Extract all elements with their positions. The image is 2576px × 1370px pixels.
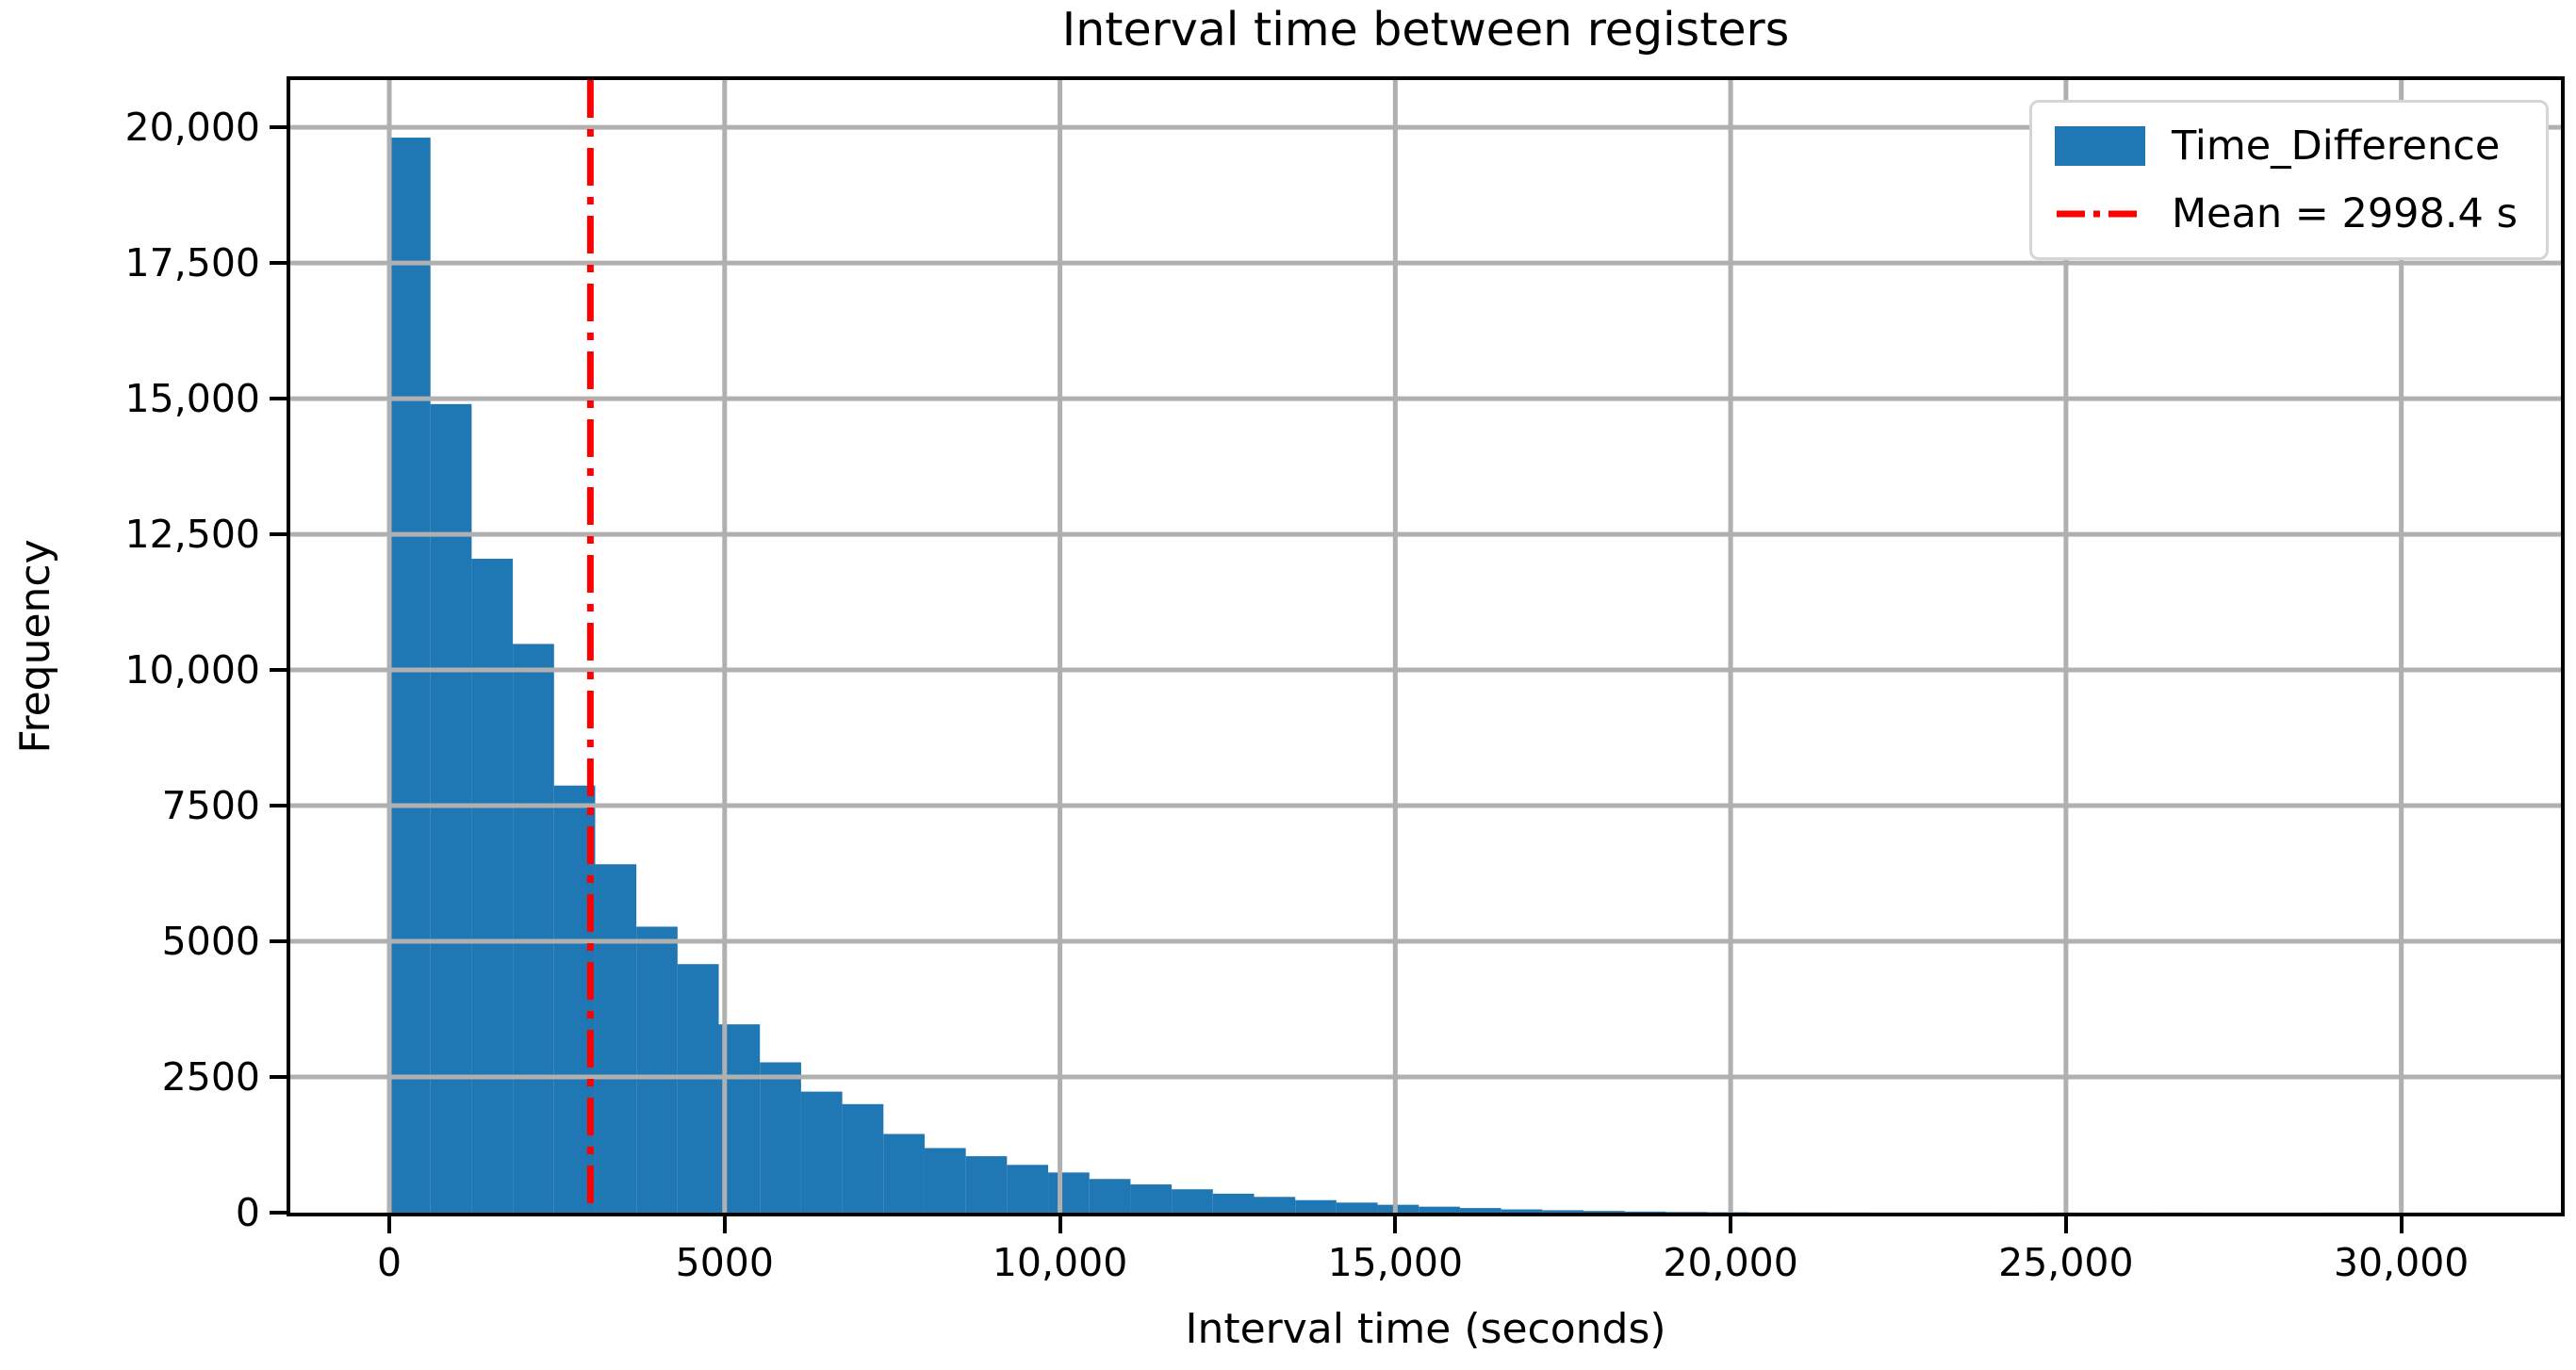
y-tick-label: 5000: [161, 919, 260, 965]
y-tick-mark: [270, 804, 287, 808]
histogram-bar: [965, 1156, 1008, 1213]
y-tick-label: 20,000: [124, 105, 260, 151]
y-tick-label: 2500: [161, 1054, 260, 1100]
x-tick-label: 10,000: [992, 1240, 1128, 1285]
x-tick-mark: [387, 1216, 392, 1233]
x-tick-mark: [1058, 1216, 1062, 1233]
histogram-bar: [924, 1148, 966, 1213]
x-tick-mark: [1729, 1216, 1733, 1233]
x-axis-label: Interval time (seconds): [1185, 1305, 1666, 1353]
histogram-bar: [1007, 1165, 1049, 1213]
histogram-bar: [1295, 1199, 1337, 1213]
x-tick-label: 0: [376, 1240, 402, 1285]
y-tick-label: 0: [235, 1190, 260, 1235]
histogram-bar: [883, 1134, 925, 1213]
legend-label-time-difference: Time_Difference: [2171, 122, 2501, 170]
y-tick-label: 17,500: [124, 240, 260, 286]
legend-mean-line-icon: [2056, 210, 2143, 218]
x-tick-mark: [2399, 1216, 2404, 1233]
histogram-bar: [1419, 1206, 1460, 1213]
histogram-bar: [677, 964, 719, 1213]
y-tick-mark: [270, 532, 287, 537]
histogram-bar: [1624, 1211, 1666, 1213]
histogram-bar: [1542, 1210, 1583, 1213]
x-tick-label: 20,000: [1663, 1240, 1798, 1285]
histogram-bar: [430, 403, 472, 1213]
y-tick-mark: [270, 261, 287, 266]
histogram-bar: [1212, 1193, 1255, 1213]
histogram-bar: [471, 558, 514, 1213]
histogram-bar: [595, 864, 637, 1213]
x-tick-label: 25,000: [1998, 1240, 2134, 1285]
histogram-bar: [1665, 1212, 1708, 1213]
x-tick-label: 5000: [675, 1240, 774, 1285]
histogram-bar: [1459, 1208, 1501, 1213]
histogram-svg: [290, 80, 2561, 1213]
histogram-bar: [636, 926, 678, 1213]
legend: Time_Difference Mean = 2998.4 s: [2028, 100, 2549, 260]
histogram-bar: [1130, 1184, 1173, 1213]
histogram-bar: [842, 1103, 884, 1213]
legend-swatch-time-difference: [2054, 126, 2145, 166]
histogram-bar: [1254, 1197, 1296, 1213]
y-tick-mark: [270, 939, 287, 944]
x-tick-mark: [2063, 1216, 2068, 1233]
y-tick-mark: [270, 668, 287, 673]
histogram-bar: [513, 644, 554, 1213]
x-tick-label: 30,000: [2333, 1240, 2469, 1285]
x-tick-mark: [722, 1216, 727, 1233]
y-tick-label: 10,000: [124, 647, 260, 693]
y-tick-label: 12,500: [124, 512, 260, 558]
y-tick-label: 15,000: [124, 376, 260, 422]
x-tick-mark: [1393, 1216, 1398, 1233]
histogram-bar: [1501, 1209, 1543, 1213]
histogram-bar: [1336, 1202, 1378, 1213]
plot-area: [287, 76, 2565, 1216]
histogram-bar: [389, 138, 431, 1213]
chart-title: Interval time between registers: [1061, 3, 1790, 57]
legend-label-mean: Mean = 2998.4 s: [2171, 190, 2518, 237]
histogram-bar: [760, 1062, 801, 1213]
y-tick-mark: [270, 1211, 287, 1215]
y-tick-mark: [270, 125, 287, 130]
histogram-bar: [1172, 1189, 1213, 1213]
y-tick-label: 7500: [161, 783, 260, 829]
legend-row-time-difference: Time_Difference: [2054, 120, 2518, 172]
histogram-bar: [1377, 1204, 1419, 1213]
y-tick-mark: [270, 1075, 287, 1079]
histogram-bar: [1583, 1211, 1625, 1213]
x-tick-label: 15,000: [1327, 1240, 1464, 1285]
legend-row-mean: Mean = 2998.4 s: [2055, 188, 2518, 240]
histogram-bar: [1089, 1179, 1131, 1213]
histogram-bar: [1048, 1172, 1090, 1213]
histogram-bar: [800, 1091, 843, 1213]
y-tick-mark: [270, 397, 287, 401]
